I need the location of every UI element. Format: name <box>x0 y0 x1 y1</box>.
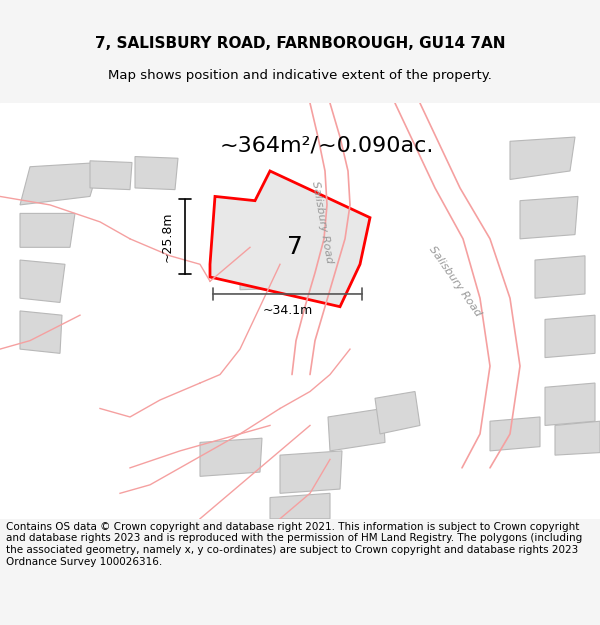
Polygon shape <box>545 383 595 426</box>
Text: Contains OS data © Crown copyright and database right 2021. This information is : Contains OS data © Crown copyright and d… <box>6 522 582 567</box>
Text: 7: 7 <box>287 236 303 259</box>
Text: ~34.1m: ~34.1m <box>262 304 313 318</box>
Polygon shape <box>270 493 330 519</box>
Polygon shape <box>20 213 75 248</box>
Polygon shape <box>240 249 295 290</box>
Polygon shape <box>20 260 65 302</box>
Text: ~364m²/~0.090ac.: ~364m²/~0.090ac. <box>220 136 434 156</box>
Polygon shape <box>535 256 585 298</box>
Polygon shape <box>490 417 540 451</box>
Text: Map shows position and indicative extent of the property.: Map shows position and indicative extent… <box>108 69 492 81</box>
Polygon shape <box>375 391 420 434</box>
Text: ~25.8m: ~25.8m <box>161 211 173 262</box>
Polygon shape <box>90 161 132 189</box>
Polygon shape <box>210 171 370 307</box>
Text: Salisbury Road: Salisbury Road <box>310 180 334 264</box>
Polygon shape <box>510 137 575 179</box>
Text: 7, SALISBURY ROAD, FARNBOROUGH, GU14 7AN: 7, SALISBURY ROAD, FARNBOROUGH, GU14 7AN <box>95 36 505 51</box>
Polygon shape <box>280 451 342 493</box>
Polygon shape <box>292 103 350 374</box>
Polygon shape <box>395 103 520 468</box>
Polygon shape <box>520 196 578 239</box>
Polygon shape <box>545 315 595 358</box>
Polygon shape <box>20 162 100 205</box>
Polygon shape <box>200 438 262 476</box>
Polygon shape <box>0 103 600 519</box>
Polygon shape <box>135 156 178 189</box>
Polygon shape <box>240 213 298 248</box>
Polygon shape <box>328 409 385 451</box>
Polygon shape <box>20 311 62 353</box>
Polygon shape <box>555 421 600 455</box>
Text: Salisbury Road: Salisbury Road <box>427 244 483 318</box>
